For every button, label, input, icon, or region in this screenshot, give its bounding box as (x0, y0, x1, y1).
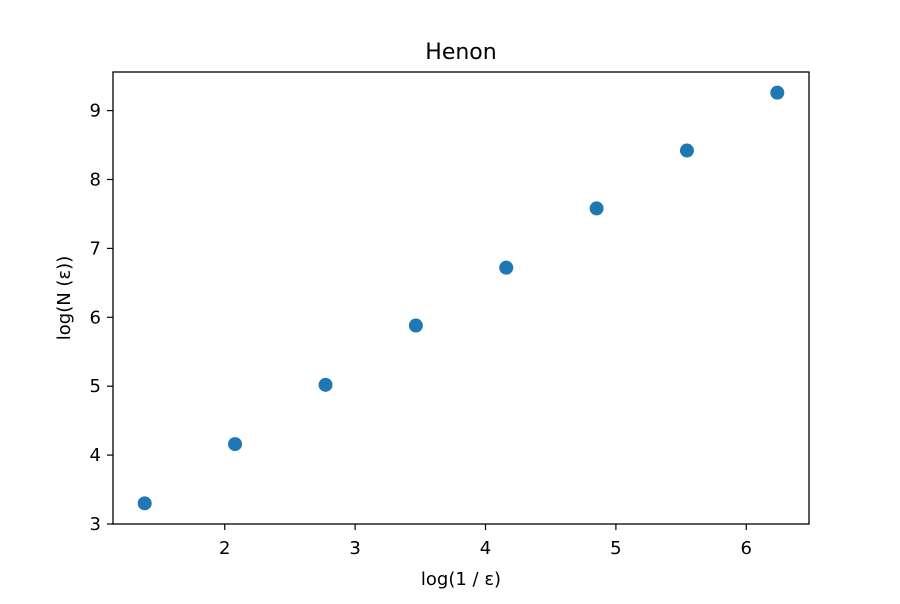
y-tick-label: 4 (90, 445, 101, 466)
data-point (679, 143, 694, 158)
y-axis-label: log(N (ε)) (54, 256, 75, 340)
y-tick-label: 3 (90, 514, 101, 535)
axes-frame (112, 71, 810, 525)
y-tick-label: 6 (90, 307, 101, 328)
y-tick-label: 5 (90, 376, 101, 397)
chart-title: Henon (425, 40, 496, 65)
data-point (137, 496, 152, 511)
data-point (770, 85, 785, 100)
y-tick-label: 9 (90, 101, 101, 122)
x-tick-label: 2 (219, 538, 230, 559)
plot-area: 2 3 4 5 6 3 4 5 6 7 8 9 (90, 71, 810, 559)
y-tick-label: 8 (90, 169, 101, 190)
data-point (318, 377, 333, 392)
data-point (408, 318, 423, 333)
data-point (589, 201, 604, 216)
y-tick-label: 7 (90, 238, 101, 259)
x-tick-label: 6 (741, 538, 752, 559)
data-point (499, 260, 514, 275)
x-tick-label: 5 (610, 538, 621, 559)
x-tick-label: 3 (349, 538, 360, 559)
x-axis-label: log(1 / ε) (421, 569, 501, 590)
data-point (228, 437, 243, 452)
x-tick-label: 4 (480, 538, 491, 559)
